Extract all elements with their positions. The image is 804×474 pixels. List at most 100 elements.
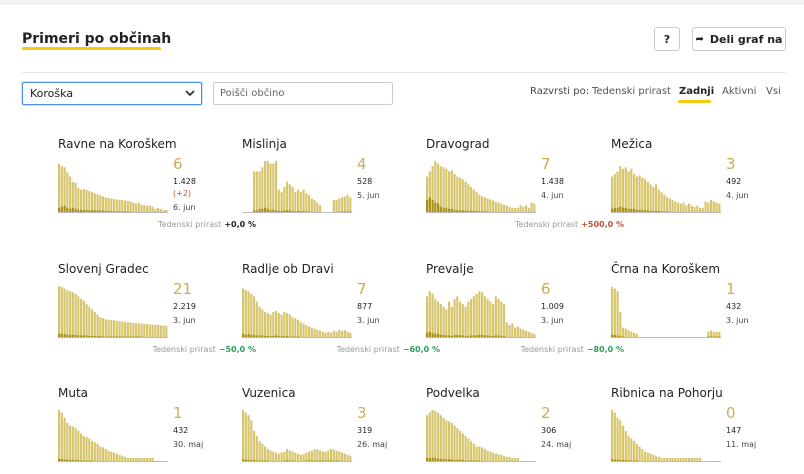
chart-bar [291,451,294,462]
weekly-growth-value: −80,0 % [586,345,624,354]
chart-bar-active [63,205,66,213]
latest-cases: 7 [541,155,551,173]
municipality-card[interactable]: Podvelka 2 306 24. maj [426,386,596,474]
chart-bar [93,312,96,338]
last-case-date: 3. jun [357,316,380,325]
chart-bar [121,200,124,213]
chart-bar [63,288,66,338]
chart-bar-active [264,207,267,213]
municipality-name: Ribnica na Pohorju [611,386,723,400]
municipality-card[interactable]: Ribnica na Pohorju 0 147 11. maj [611,386,781,474]
share-button[interactable]: ➦ Deli graf na [692,27,786,51]
chart-bar-active [275,335,278,338]
chart-bar [69,291,72,338]
chart-bar-active [102,210,105,213]
chart-bar-active [464,210,467,213]
municipality-card[interactable]: Mislinja 4 528 5. jun [242,137,412,247]
chart-bar [478,446,481,462]
chart-bar-active [244,334,247,338]
chart-bar [302,454,305,462]
chart-bar-active [280,210,283,213]
chart-bar-active [255,335,258,338]
chart-bar [146,457,149,462]
region-select[interactable]: Koroška [22,82,202,105]
chart-bar [505,456,508,462]
chart-bar-active [66,207,69,213]
chart-bar-active [472,210,475,213]
chart-bar [533,333,536,338]
municipality-card[interactable]: Prevalje 6 1.009 3. jun Tedenski prirast −80,… [426,262,624,372]
chart-bar [511,207,514,213]
chart-bar-active [467,335,470,338]
chart-bar [613,288,616,338]
chart-bar [115,453,118,462]
chart-bar [646,452,649,462]
chart-bar [129,201,132,213]
sort-option-weekly[interactable]: Tedenski prirast [592,86,671,97]
chart-bar-active [277,210,280,213]
chart-bar-active [82,209,85,213]
latest-cases: 2 [541,404,551,422]
chart-bar [63,417,66,462]
chart-bar [85,304,88,338]
chart-bar-active [74,208,77,213]
chart-bar [494,453,497,462]
chart-bar [478,194,481,213]
chart-bar [308,194,311,213]
chart-bar [450,423,453,462]
chart-bar [431,293,434,338]
chart-bar [668,457,671,462]
sort-option-all[interactable]: Vsi [766,86,781,97]
municipality-card[interactable]: Mežica 3 492 4. jun [611,137,781,247]
municipality-bar-chart [242,410,352,462]
chart-bar-active [434,333,437,338]
chart-bar [503,304,506,338]
chart-bar [269,163,272,213]
chart-bar [275,310,278,338]
chart-bar [275,161,278,213]
sort-active-underline [678,100,711,103]
municipality-card[interactable]: Vuzenica 3 319 26. maj [242,386,412,474]
total-delta: (+2) [173,189,192,198]
chart-bar [77,430,80,462]
municipality-card[interactable]: Muta 1 432 30. maj [58,386,228,474]
chart-bar-active [247,333,250,338]
chart-bar [135,322,138,338]
weekly-growth-value: −50,0 % [218,345,256,354]
chart-bar [503,204,506,213]
chart-bar [288,450,291,462]
chart-bar-active [60,206,63,213]
total-cases: 306 [541,426,557,435]
municipality-card[interactable]: Slovenj Gradec 21 2.219 3. jun Tedenski prir… [58,262,256,372]
chart-bar [308,451,311,462]
sort-option-active[interactable]: Aktivni [722,86,757,97]
chart-bar [253,430,256,462]
municipality-card[interactable]: Radlje ob Dravi 7 877 3. jun Tedenski priras… [242,262,440,372]
municipality-search-input[interactable] [213,82,393,105]
chart-bar [151,324,154,338]
chart-bar-active [269,209,272,213]
chart-bar [137,202,140,213]
chart-bar-active [442,334,445,338]
municipality-card[interactable]: Črna na Koroškem 1 432 3. jun [611,262,781,372]
chart-bar-active [253,459,256,462]
chart-bar [633,441,636,462]
municipality-card[interactable]: Ravne na Koroškem 6 1.428 (+2) 6. jun Tedensk… [58,137,256,247]
chart-bar [442,417,445,462]
help-button[interactable]: ? [654,27,680,51]
municipality-card[interactable]: Dravograd 7 1.438 4. jun Tedenski prirast +50… [426,137,624,247]
chart-bar [321,331,324,338]
chart-bar [453,425,456,462]
chart-bar [522,329,525,338]
municipality-name: Radlje ob Dravi [242,262,334,276]
chart-bar-active [88,210,91,213]
municipality-name: Vuzenica [242,386,296,400]
sort-option-latest[interactable]: Zadnji [679,86,715,97]
chart-bar [288,184,291,213]
chart-bar [663,457,666,462]
chart-bar-active [475,210,478,213]
chart-bar [464,436,467,462]
chart-bar-active [104,210,107,213]
chart-bar [132,322,135,338]
last-case-date: 26. maj [357,440,388,449]
